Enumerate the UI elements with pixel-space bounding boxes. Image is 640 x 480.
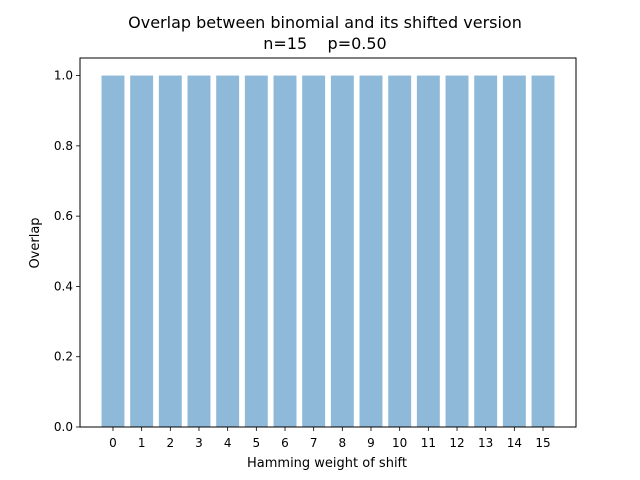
x-axis-label: Hamming weight of shift — [247, 456, 407, 471]
bar-11 — [416, 75, 440, 428]
x-tick-label-2: 2 — [166, 436, 174, 450]
plot-frame — [79, 57, 577, 428]
x-tick-label-13: 13 — [478, 436, 493, 450]
chart-title: Overlap between binomial and its shifted… — [128, 13, 522, 32]
x-tick-label-12: 12 — [449, 436, 464, 450]
bar-5 — [244, 75, 268, 428]
bar-7 — [302, 75, 326, 428]
bar-14 — [502, 75, 526, 428]
bar-12 — [445, 75, 469, 428]
bar-0 — [101, 75, 125, 428]
x-tick-label-0: 0 — [109, 436, 117, 450]
x-tick-label-7: 7 — [310, 436, 318, 450]
y-tick-label-0.0: 0.0 — [54, 420, 73, 434]
bar-3 — [187, 75, 211, 428]
bar-15 — [531, 75, 555, 428]
x-tick-label-6: 6 — [281, 436, 289, 450]
bar-13 — [474, 75, 498, 428]
bar-2 — [158, 75, 182, 428]
y-tick-label-0.8: 0.8 — [54, 139, 73, 153]
y-tick-label-0.2: 0.2 — [54, 350, 73, 364]
x-tick-label-8: 8 — [339, 436, 347, 450]
bar-4 — [216, 75, 240, 428]
bar-8 — [330, 75, 354, 428]
bar-6 — [273, 75, 297, 428]
y-tick-label-0.6: 0.6 — [54, 209, 73, 223]
bars-group — [101, 75, 555, 428]
x-axis-ticks: 0 1 2 3 4 5 6 7 8 9 10 11 12 13 14 15 — [109, 427, 551, 450]
chart-subtitle: n=15 p=0.50 — [263, 34, 386, 53]
x-tick-label-4: 4 — [224, 436, 232, 450]
y-axis-label: Overlap — [28, 217, 43, 268]
y-axis-ticks: 0.0 0.2 0.4 0.6 0.8 1.0 — [54, 69, 80, 434]
x-tick-label-14: 14 — [507, 436, 522, 450]
x-tick-label-1: 1 — [138, 436, 146, 450]
x-tick-label-3: 3 — [195, 436, 203, 450]
x-tick-label-11: 11 — [421, 436, 436, 450]
x-tick-label-9: 9 — [367, 436, 375, 450]
y-tick-label-1.0: 1.0 — [54, 69, 73, 83]
y-tick-label-0.4: 0.4 — [54, 279, 73, 293]
x-tick-label-15: 15 — [535, 436, 550, 450]
x-tick-label-10: 10 — [392, 436, 407, 450]
bar-10 — [388, 75, 412, 428]
bar-9 — [359, 75, 383, 428]
bar-1 — [130, 75, 154, 428]
x-tick-label-5: 5 — [253, 436, 261, 450]
